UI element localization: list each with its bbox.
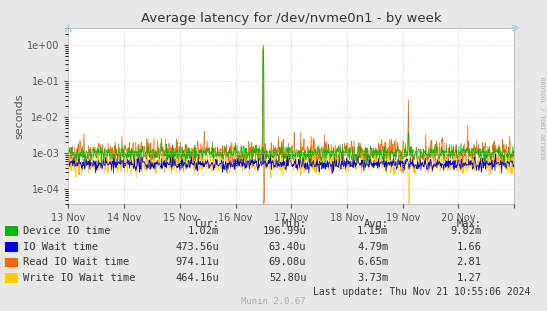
Text: 6.65m: 6.65m [357,258,388,267]
Text: 1.66: 1.66 [456,242,481,252]
Text: Min:: Min: [281,219,306,229]
Text: 464.16u: 464.16u [175,273,219,283]
Text: 9.82m: 9.82m [450,226,481,236]
Text: 4.79m: 4.79m [357,242,388,252]
Text: Last update: Thu Nov 21 10:55:06 2024: Last update: Thu Nov 21 10:55:06 2024 [313,287,531,297]
Text: Avg:: Avg: [363,219,388,229]
Text: 1.27: 1.27 [456,273,481,283]
Text: 52.80u: 52.80u [269,273,306,283]
Text: 196.99u: 196.99u [263,226,306,236]
Text: 2.81: 2.81 [456,258,481,267]
Text: Write IO Wait time: Write IO Wait time [23,273,136,283]
Text: Max:: Max: [456,219,481,229]
Text: 1.02m: 1.02m [188,226,219,236]
Text: IO Wait time: IO Wait time [23,242,98,252]
Text: Read IO Wait time: Read IO Wait time [23,258,129,267]
Text: Munin 2.0.67: Munin 2.0.67 [241,297,306,306]
Text: 1.15m: 1.15m [357,226,388,236]
Text: 3.73m: 3.73m [357,273,388,283]
Text: 63.40u: 63.40u [269,242,306,252]
Text: 974.11u: 974.11u [175,258,219,267]
Text: 69.08u: 69.08u [269,258,306,267]
Text: 473.56u: 473.56u [175,242,219,252]
Text: RRDTOOL / TOBI OETIKER: RRDTOOL / TOBI OETIKER [539,77,544,160]
Y-axis label: seconds: seconds [14,93,24,139]
Title: Average latency for /dev/nvme0n1 - by week: Average latency for /dev/nvme0n1 - by we… [141,12,441,26]
Text: Device IO time: Device IO time [23,226,110,236]
Text: Cur:: Cur: [194,219,219,229]
